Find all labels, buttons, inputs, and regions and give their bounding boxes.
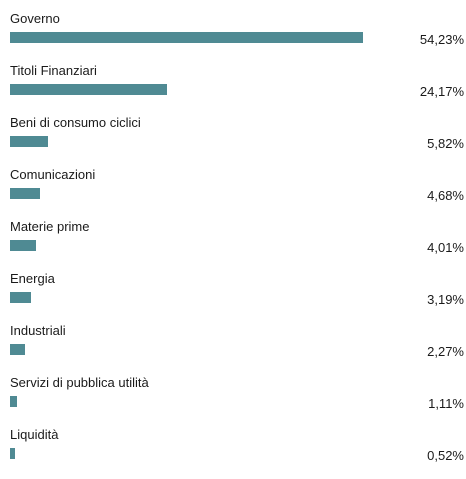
bar: [10, 344, 25, 355]
category-label: Governo: [10, 11, 60, 26]
allocation-bar-chart: Governo 54,23% Titoli Finanziari 24,17% Beni…: [0, 11, 466, 463]
bar: [10, 396, 17, 407]
chart-row: Governo 54,23%: [0, 11, 466, 63]
chart-row: Energia 3,19%: [0, 271, 466, 323]
chart-row: Comunicazioni 4,68%: [0, 167, 466, 219]
bar: [10, 240, 36, 251]
value-label: 24,17%: [419, 84, 464, 99]
category-label: Titoli Finanziari: [10, 63, 97, 78]
value-label: 54,23%: [419, 32, 464, 47]
bar: [10, 448, 15, 459]
value-label: 2,27%: [427, 344, 464, 359]
chart-row: Beni di consumo ciclici 5,82%: [0, 115, 466, 167]
chart-row: Titoli Finanziari 24,17%: [0, 63, 466, 115]
value-label: 0,52%: [427, 448, 464, 463]
bar: [10, 136, 48, 147]
category-label: Liquidità: [10, 427, 59, 442]
bar: [10, 32, 363, 43]
bar: [10, 292, 31, 303]
category-label: Materie prime: [10, 219, 90, 234]
category-label: Energia: [10, 271, 55, 286]
value-label: 1,11%: [428, 396, 464, 411]
bar: [10, 84, 167, 95]
bar: [10, 188, 40, 199]
chart-row: Materie prime 4,01%: [0, 219, 466, 271]
chart-row: Industriali 2,27%: [0, 323, 466, 375]
value-label: 4,01%: [427, 240, 464, 255]
category-label: Servizi di pubblica utilità: [10, 375, 149, 390]
value-label: 4,68%: [427, 188, 464, 203]
chart-row: Liquidità 0,52%: [0, 427, 466, 479]
value-label: 5,82%: [427, 136, 464, 151]
category-label: Comunicazioni: [10, 167, 96, 182]
category-label: Industriali: [10, 323, 66, 338]
value-label: 3,19%: [427, 292, 464, 307]
category-label: Beni di consumo ciclici: [10, 115, 141, 130]
chart-row: Servizi di pubblica utilità 1,11%: [0, 375, 466, 427]
